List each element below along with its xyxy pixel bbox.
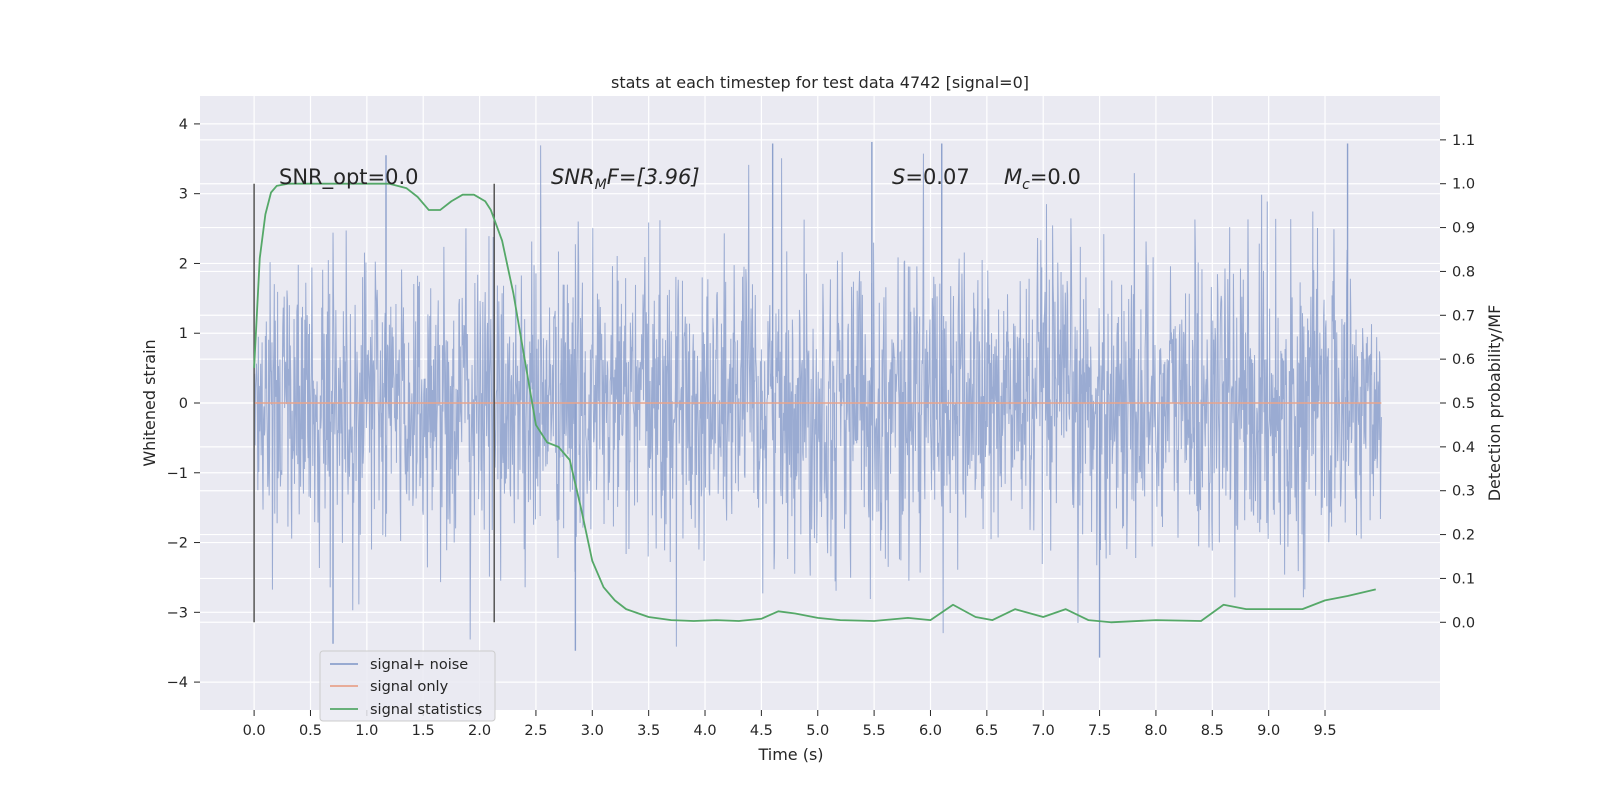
x-tick-label: 6.5 [975, 723, 998, 739]
y2-axis-label: Detection probability/MF [1485, 305, 1504, 502]
x-tick-label: 2.0 [468, 723, 491, 739]
y2-tick-label: 0.4 [1452, 440, 1475, 456]
x-tick-label: 5.5 [863, 723, 886, 739]
y2-tick-label: 0.5 [1452, 396, 1475, 412]
x-tick-label: 9.5 [1313, 723, 1336, 739]
legend-box [319, 650, 496, 722]
y2-tick-label: 0.2 [1452, 528, 1475, 544]
signal-statistics-line [253, 182, 1376, 624]
x-tick-label: 7.5 [1088, 723, 1111, 739]
y-tick-label: −2 [167, 536, 188, 552]
chart-title: stats at each timestep for test data 474… [611, 73, 1029, 92]
x-tick-label: 1.0 [355, 723, 378, 739]
y2-tick-label: 0.0 [1452, 615, 1475, 631]
annotation-mc-value: =0.0 [1030, 165, 1081, 189]
y-tick-label: 4 [179, 117, 188, 133]
y2-tick-label: 1.0 [1452, 177, 1475, 193]
x-tick-label: 4.0 [693, 723, 716, 739]
x-tick-label: 3.0 [581, 723, 604, 739]
annotation-snr-opt: SNR_opt=0.0 [279, 165, 419, 190]
y-tick-label: 3 [179, 187, 188, 203]
y2-tick-label: 0.8 [1452, 264, 1475, 280]
annotation-s: S=0.07 [892, 165, 970, 189]
y2-tick-label: 0.3 [1452, 484, 1475, 500]
annotation-mc-symbol: M [1004, 165, 1022, 189]
x-tick-label: 4.5 [750, 723, 773, 739]
legend-label-signal-plus-noise: signal+ noise [370, 657, 468, 673]
vertical-markers [253, 183, 495, 623]
annotation-snr-mf: SNRMF=[3.96] [551, 165, 700, 193]
annotation-s-value: =0.07 [905, 165, 969, 189]
y2-axis-ticks: 1.1 1.0 0.9 0.8 0.7 0.6 0.5 0.4 0.3 0.2 0.1 0.0 [1440, 133, 1475, 631]
legend-label-signal-statistics: signal statistics [370, 702, 482, 718]
x-tick-label: 9.0 [1257, 723, 1280, 739]
y-tick-label: −4 [167, 675, 188, 691]
y-tick-label: 2 [179, 256, 188, 272]
x-tick-label: 0.0 [243, 723, 266, 739]
annotation-mc-sub: c [1022, 177, 1030, 193]
y-tick-label: 0 [179, 396, 188, 412]
y2-tick-label: 1.1 [1452, 133, 1475, 149]
x-tick-label: 8.0 [1144, 723, 1167, 739]
x-tick-label: 1.5 [412, 723, 435, 739]
x-tick-label: 8.5 [1201, 723, 1224, 739]
x-tick-label: 0.5 [299, 723, 322, 739]
x-tick-label: 7.0 [1032, 723, 1055, 739]
y2-tick-label: 0.9 [1452, 221, 1475, 237]
x-tick-label: 6.0 [919, 723, 942, 739]
x-tick-label: 3.5 [637, 723, 660, 739]
y-tick-label: −1 [167, 466, 188, 482]
legend-label-signal-only: signal only [370, 679, 449, 695]
annotation-s-symbol: S [892, 165, 905, 189]
y-axis-label: Whitened strain [140, 339, 159, 466]
y-axis-ticks: 4 3 2 1 0 −1 −2 −3 −4 [167, 117, 200, 691]
annotation-snr-mf-rest: F=[3.96] [607, 165, 700, 189]
series-signal-statistics [253, 182, 1376, 624]
x-tick-label: 2.5 [524, 723, 547, 739]
annotation-snr-mf-sub: M [595, 177, 607, 193]
y2-tick-label: 0.6 [1452, 352, 1475, 368]
annotation-snr-mf-base: SNR [551, 165, 595, 189]
y2-tick-label: 0.7 [1452, 308, 1475, 324]
legend: signal+ noise signal only signal statist… [319, 650, 496, 722]
x-tick-label: 5.0 [806, 723, 829, 739]
y-tick-label: 1 [179, 326, 188, 342]
x-axis-label: Time (s) [757, 745, 823, 764]
x-axis-ticks: 0.0 0.5 1.0 1.5 2.0 2.5 3.0 3.5 4.0 4.5 5.0 5.5 6.0 6… [243, 710, 1337, 739]
annotation-mc: Mc=0.0 [1004, 165, 1081, 193]
y-tick-label: −3 [167, 605, 188, 621]
y2-tick-label: 0.1 [1452, 571, 1475, 587]
